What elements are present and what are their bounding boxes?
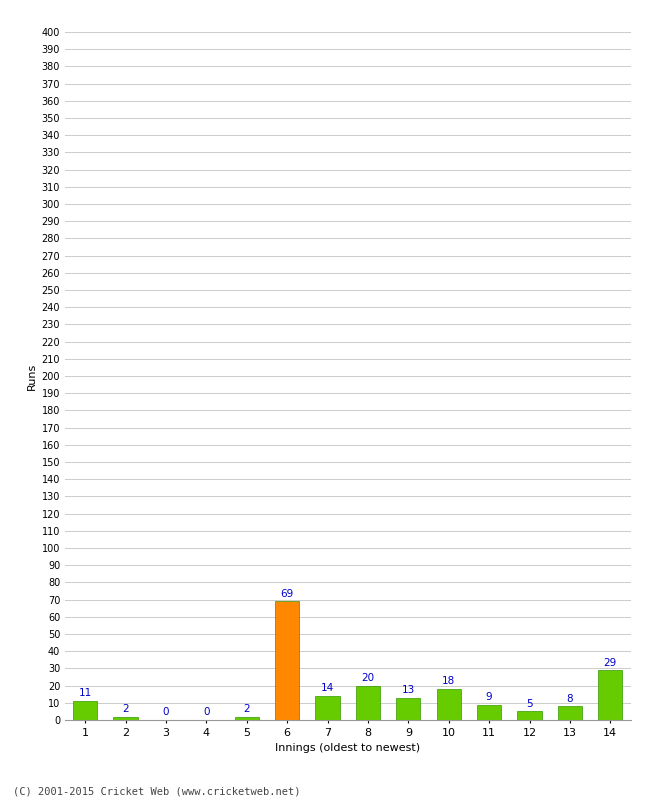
Bar bbox=[517, 711, 541, 720]
Y-axis label: Runs: Runs bbox=[27, 362, 37, 390]
Text: 2: 2 bbox=[122, 704, 129, 714]
Text: 29: 29 bbox=[604, 658, 617, 667]
Bar bbox=[114, 717, 138, 720]
Text: 69: 69 bbox=[281, 589, 294, 598]
Bar bbox=[315, 696, 340, 720]
Bar bbox=[275, 602, 299, 720]
Text: 2: 2 bbox=[244, 704, 250, 714]
Text: 13: 13 bbox=[402, 685, 415, 695]
Bar bbox=[477, 705, 501, 720]
Text: 14: 14 bbox=[321, 683, 334, 694]
Bar bbox=[437, 689, 461, 720]
Text: 11: 11 bbox=[79, 689, 92, 698]
Text: 9: 9 bbox=[486, 692, 493, 702]
Bar bbox=[396, 698, 421, 720]
Bar bbox=[73, 701, 98, 720]
Bar bbox=[356, 686, 380, 720]
Bar bbox=[235, 717, 259, 720]
Text: 0: 0 bbox=[203, 707, 209, 718]
X-axis label: Innings (oldest to newest): Innings (oldest to newest) bbox=[275, 743, 421, 753]
Text: 5: 5 bbox=[526, 699, 533, 709]
Text: 8: 8 bbox=[567, 694, 573, 704]
Text: 20: 20 bbox=[361, 673, 374, 683]
Bar bbox=[598, 670, 623, 720]
Text: (C) 2001-2015 Cricket Web (www.cricketweb.net): (C) 2001-2015 Cricket Web (www.cricketwe… bbox=[13, 786, 300, 796]
Bar bbox=[558, 706, 582, 720]
Text: 0: 0 bbox=[162, 707, 169, 718]
Text: 18: 18 bbox=[442, 677, 456, 686]
